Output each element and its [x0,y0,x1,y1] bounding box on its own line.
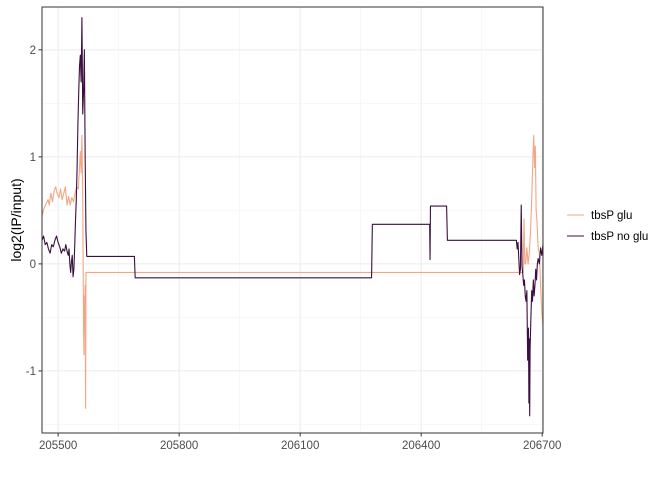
y-axis-title: log2(IP/input) [8,178,24,261]
legend-label-2: tbsP no glu [591,231,648,243]
x-tick-label: 206100 [281,440,319,452]
legend: tbsP glu tbsP no glu [567,210,648,243]
plot-area: 205500 205800 206100 206400 206700 -1 0 1 2 [26,6,561,452]
x-tick-label: 206700 [523,440,561,452]
series-line-2 [41,17,544,417]
legend-label-1: tbsP glu [591,210,632,222]
panel-border [41,6,544,434]
x-tick-label: 205500 [39,440,77,452]
series-line-1 [41,134,544,409]
y-tick-label: 1 [30,152,36,164]
x-tick-label: 206400 [402,440,440,452]
y-tick-label: -1 [26,366,36,378]
y-tick-label: 0 [30,259,36,271]
x-tick-label: 205800 [160,440,198,452]
y-tick-label: 2 [30,45,36,57]
